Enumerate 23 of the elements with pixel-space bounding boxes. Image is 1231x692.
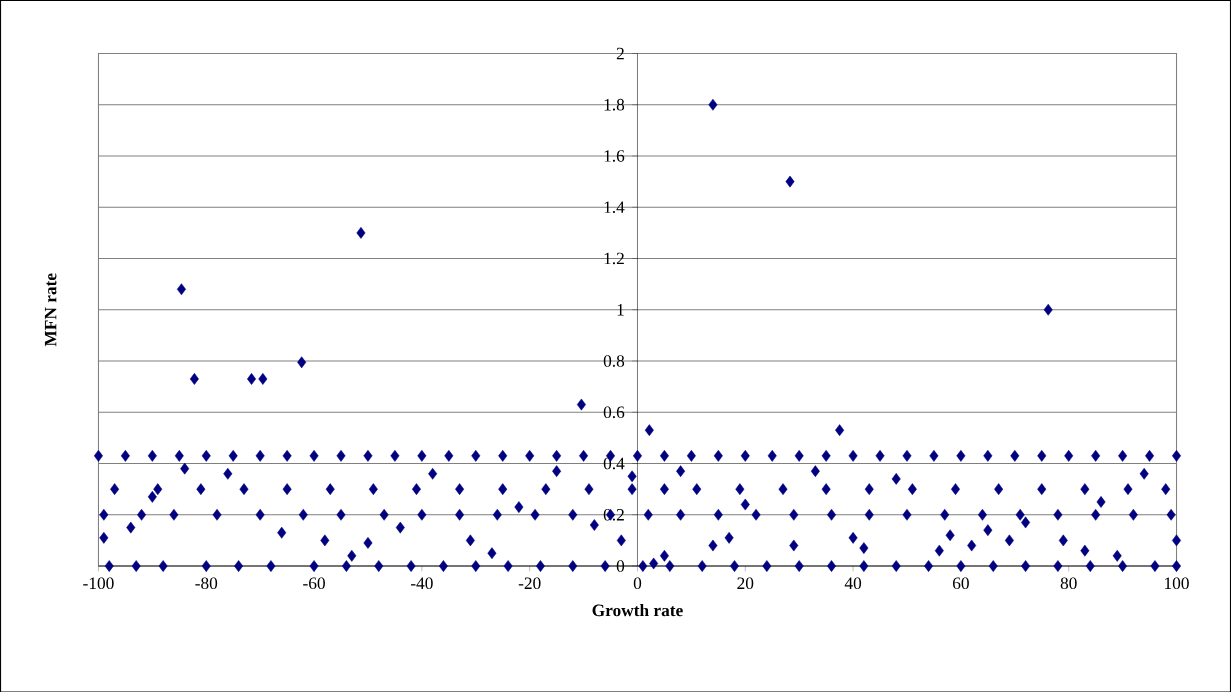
y-tick-label: 1.6	[604, 149, 625, 162]
y-tick-label: 0	[616, 559, 625, 572]
y-tick-label: 0.8	[603, 354, 625, 367]
x-tick-label: 100	[1165, 577, 1189, 589]
y-axis-title: MFN rate	[44, 273, 57, 347]
x-axis-title: Growth rate	[592, 603, 683, 617]
x-tick-label: 0	[633, 577, 642, 589]
y-tick-label: 1.2	[604, 252, 624, 265]
x-tick-label: 20	[737, 577, 754, 589]
y-tick-label: 0.6	[603, 406, 625, 418]
x-tick-label: -40	[410, 577, 433, 589]
y-tick-label: 1.4	[604, 201, 625, 213]
x-tick-label: 60	[952, 577, 969, 589]
y-tick-label: 1.8	[604, 98, 625, 111]
y-tick-label: 1	[617, 303, 624, 316]
y-tick-label: 0.4	[603, 457, 625, 470]
x-tick-label: -80	[195, 577, 218, 589]
x-tick-label: -20	[518, 577, 541, 589]
x-tick-label: -60	[303, 577, 325, 589]
x-tick-label: -100	[83, 577, 114, 589]
y-tick-label: 2	[616, 47, 624, 59]
x-tick-label: 80	[1060, 577, 1077, 589]
x-tick-label: 40	[844, 577, 862, 589]
